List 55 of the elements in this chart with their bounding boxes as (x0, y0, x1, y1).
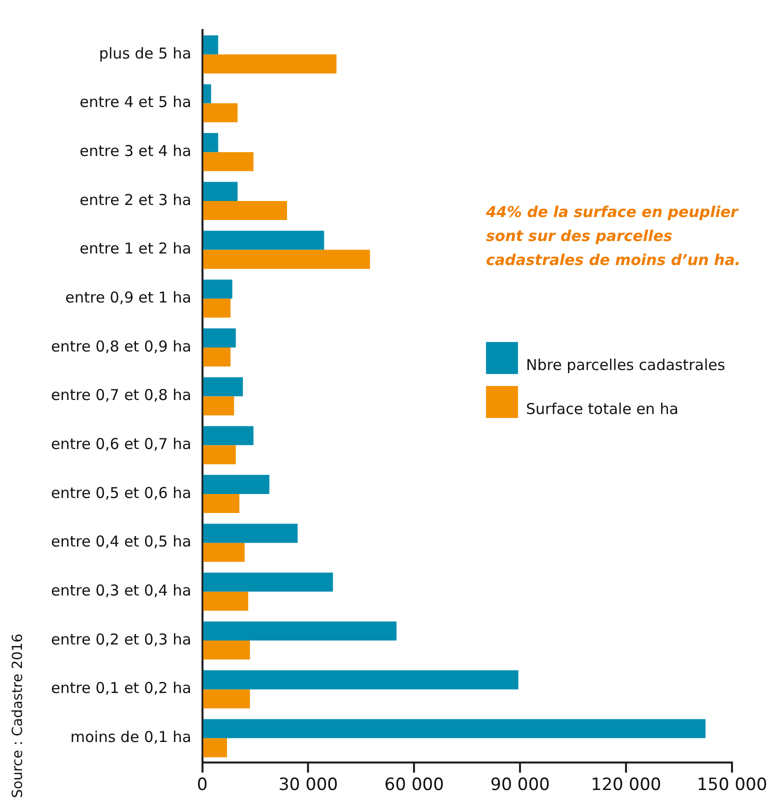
bar (203, 621, 397, 640)
bar (203, 572, 333, 592)
y-tick-label: plus de 5 ha (98, 44, 192, 62)
y-tick-label: entre 1 et 2 ha (80, 240, 192, 258)
bar (203, 445, 236, 464)
bar (203, 542, 245, 562)
bar (203, 133, 218, 152)
bar (203, 298, 231, 318)
y-tick-label: entre 0,9 et 1 ha (65, 288, 192, 307)
y-tick-label: entre 2 et 3 ha (80, 190, 192, 209)
bar (203, 719, 706, 738)
y-tick-label: entre 0,6 et 0,7 ha (50, 435, 192, 454)
bar (203, 182, 238, 201)
bar (203, 152, 254, 172)
legend-label: Nbre parcelles cadastrales (526, 356, 726, 374)
bar (203, 689, 250, 708)
y-tick-label: entre 0,7 et 0,8 ha (50, 386, 192, 404)
bar (203, 230, 324, 250)
bar (203, 738, 227, 758)
x-tick-label: 120 000 (590, 775, 662, 796)
y-tick-label: entre 0,8 et 0,9 ha (50, 337, 192, 356)
bar (203, 35, 218, 54)
annotation: 44% de la surface en peuplier sont sur des parcelles cadastrales de moins d’un ha. (486, 202, 742, 271)
x-tick-label: 30 000 (278, 775, 338, 796)
bar (203, 377, 243, 396)
bar (203, 494, 240, 514)
y-tick-label: entre 4 et 5 ha (80, 93, 192, 112)
x-tick-label: 0 (196, 775, 208, 796)
bar (203, 396, 234, 416)
bar (203, 426, 254, 446)
y-tick-label: moins de 0,1 ha (70, 728, 192, 746)
bar (203, 347, 231, 367)
bar (203, 474, 270, 494)
bar (203, 84, 212, 104)
bar (203, 200, 288, 220)
bar (203, 524, 298, 543)
bar (203, 54, 336, 74)
y-tick-label: entre 0,3 et 0,4 ha (50, 582, 192, 600)
bar (203, 640, 250, 660)
x-tick-label: 150 000 (696, 775, 768, 796)
y-tick-label: entre 0,5 et 0,6 ha (50, 484, 192, 502)
bar (203, 592, 248, 611)
legend-label: Surface totale en ha (526, 400, 678, 418)
y-tick-label: entre 0,2 et 0,3 ha (50, 630, 192, 648)
bar (203, 250, 370, 269)
bar (203, 103, 238, 122)
bar (203, 670, 518, 690)
y-tick-label: entre 0,1 et 0,2 ha (50, 679, 192, 698)
bar (203, 280, 232, 299)
x-tick-label: 90 000 (490, 775, 550, 796)
y-tick-label: entre 3 et 4 ha (80, 142, 192, 160)
y-tick-label: entre 0,4 et 0,5 ha (50, 532, 192, 551)
source-note: Source : Cadastre 2016 (10, 634, 26, 798)
bar (203, 328, 236, 348)
x-tick-label: 60 000 (384, 775, 444, 796)
